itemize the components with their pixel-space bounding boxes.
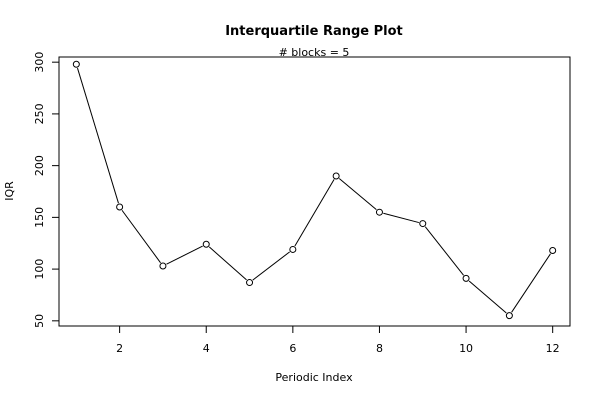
data-point [159, 262, 167, 270]
series-segment [468, 280, 507, 314]
x-tick-label: 10 [459, 342, 473, 355]
y-tick-label: 250 [33, 103, 46, 124]
y-tick-label: 50 [33, 314, 46, 328]
series-segment [424, 226, 464, 276]
data-point [462, 274, 470, 282]
y-tick-label: 100 [33, 259, 46, 280]
y-tick-label: 150 [33, 207, 46, 228]
series-segment [208, 246, 247, 281]
x-tick-label: 2 [116, 342, 123, 355]
x-tick-label: 4 [203, 342, 210, 355]
series-segment [383, 212, 420, 224]
series-segment [511, 253, 551, 313]
y-tick-label: 300 [33, 52, 46, 73]
series-segment [294, 179, 335, 247]
data-point [246, 279, 254, 287]
chart-title: Interquartile Range Plot [225, 24, 403, 39]
data-point [375, 208, 383, 216]
data-point [116, 203, 124, 211]
x-tick-label: 6 [289, 342, 296, 355]
series-segment [166, 245, 203, 265]
chart-subtitle: # blocks = 5 [279, 46, 350, 59]
data-point [72, 60, 80, 68]
series-segment [77, 67, 119, 204]
plot-frame [58, 56, 571, 327]
data-point [419, 220, 427, 228]
series-segment [338, 178, 377, 211]
data-point [505, 312, 513, 320]
series-segment [121, 209, 161, 264]
series-segment [252, 251, 290, 281]
y-tick-label: 200 [33, 155, 46, 176]
x-tick-label: 8 [376, 342, 383, 355]
series-layer [72, 60, 557, 320]
y-axis-label: IQR [3, 181, 16, 201]
data-point [289, 245, 297, 253]
x-axis: 2 4 6 8 10 12 [116, 326, 560, 355]
x-tick-label: 12 [546, 342, 560, 355]
data-point [549, 246, 557, 254]
y-axis: 50 100 150 200 250 300 [33, 52, 59, 328]
x-axis-label: Periodic Index [275, 371, 353, 384]
data-point [332, 172, 340, 180]
data-point [202, 240, 210, 248]
